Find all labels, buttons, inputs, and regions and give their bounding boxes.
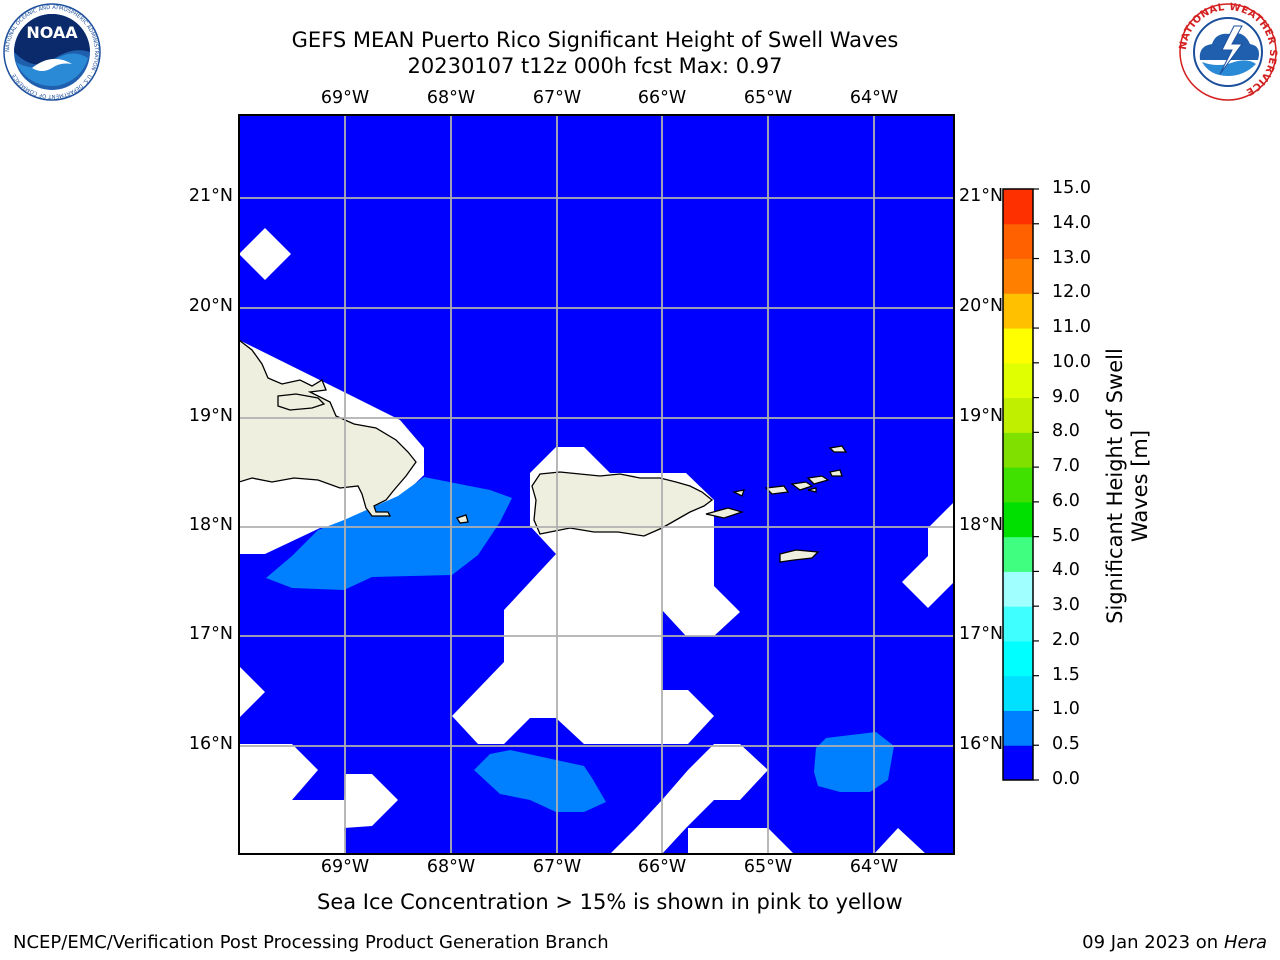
hispaniola-landmass: [239, 339, 417, 517]
colorbar-swatch: [1003, 397, 1033, 433]
st-thomas-island: [764, 485, 790, 495]
no-data-patch: [239, 666, 265, 718]
footer-producer: NCEP/EMC/Verification Post Processing Pr…: [13, 932, 609, 953]
puerto-rico-landmass: [531, 471, 714, 537]
nws-logo: NATIONAL WEATHER SERVICE: [1178, 2, 1278, 101]
colorbar-frame: [1002, 188, 1034, 781]
lat-label-left: 21°N: [188, 186, 233, 206]
lon-label-top: 67°W: [532, 88, 582, 108]
colorbar-swatch: [1003, 606, 1033, 642]
colorbar-tick-label: 4.0: [1052, 560, 1080, 581]
lon-label-bottom: 67°W: [532, 857, 582, 877]
colorbar-swatch: [1003, 710, 1033, 746]
st-john-island: [790, 481, 814, 491]
colorbar-tick-label: 13.0: [1052, 247, 1091, 268]
lon-label-bottom: 68°W: [426, 857, 476, 877]
map-frame: [238, 114, 955, 855]
lon-label-top: 66°W: [637, 88, 687, 108]
colorbar-tick-label: 15.0: [1052, 178, 1091, 198]
colorbar-swatch: [1003, 501, 1033, 538]
lat-label-left: 18°N: [188, 515, 233, 535]
colorbar-tick-label: 2.0: [1052, 629, 1080, 650]
no-data-patch: [239, 744, 398, 854]
colorbar-tick-label: 14.0: [1052, 212, 1091, 233]
colorbar-swatch: [1003, 328, 1033, 364]
colorbar-tick-label: 0.0: [1052, 769, 1080, 789]
lon-label-bottom: 66°W: [637, 857, 687, 877]
colorbar-tick-label: 3.0: [1052, 595, 1080, 616]
svg-text:NOAA: NOAA: [26, 23, 78, 42]
lat-label-right: 16°N: [959, 734, 1004, 754]
lon-label-top: 69°W: [320, 88, 370, 108]
chart-subtitle: 20230107 t12z 000h fcst Max: 0.97: [407, 54, 783, 78]
footer-date-text: 09 Jan 2023 on: [1082, 932, 1224, 953]
no-data-patch: [874, 828, 926, 854]
colorbar-swatch: [1003, 189, 1033, 225]
colorbar-tick-label: 5.0: [1052, 525, 1080, 546]
lat-label-right: 18°N: [959, 515, 1004, 535]
colorbar-label: Significant Height of Swell Waves [m]: [1103, 348, 1152, 624]
small-island: [807, 487, 817, 493]
footer-machine: Hera: [1223, 932, 1267, 953]
anegada-island: [828, 445, 848, 453]
sea-ice-note: Sea Ice Concentration > 15% is shown in …: [317, 890, 903, 914]
vieques-island: [705, 507, 745, 519]
colorbar-tick-label: 1.5: [1052, 664, 1080, 685]
colorbar-swatch: [1003, 640, 1033, 677]
lat-label-left: 16°N: [188, 734, 233, 754]
swell-patch: [474, 750, 606, 812]
colorbar-swatch: [1003, 432, 1033, 468]
lon-label-bottom: 69°W: [320, 857, 370, 877]
no-data-patch: [239, 228, 291, 280]
lat-label-right: 21°N: [959, 186, 1004, 206]
colorbar-tick-label: 0.5: [1052, 734, 1080, 755]
virgin-gorda-island: [829, 469, 843, 477]
lat-label-right: 17°N: [959, 624, 1004, 644]
colorbar: [1003, 189, 1033, 781]
land-masses: [239, 339, 848, 563]
culebra-island: [732, 489, 745, 497]
colorbar-swatch: [1003, 362, 1033, 399]
lat-label-right: 19°N: [959, 406, 1004, 426]
colorbar-swatch: [1003, 571, 1033, 607]
colorbar-tick-label: 11.0: [1052, 317, 1091, 338]
colorbar-tick-label: 9.0: [1052, 386, 1080, 407]
chart-title: GEFS MEAN Puerto Rico Significant Height…: [291, 28, 899, 52]
colorbar-tick-label: 10.0: [1052, 351, 1091, 372]
colorbar-swatch: [1003, 536, 1033, 572]
no-data-patch: [610, 744, 768, 854]
lon-label-top: 65°W: [743, 88, 793, 108]
noaa-logo: NOAA NATIONAL OCEANIC AND ATMOSPHERIC AD…: [3, 3, 101, 101]
lat-label-left: 19°N: [188, 406, 233, 426]
footer-date: 09 Jan 2023 on Hera: [1082, 932, 1267, 953]
lat-label-right: 20°N: [959, 296, 1004, 316]
tortuga-island: [277, 393, 326, 411]
colorbar-tick-label: 12.0: [1052, 282, 1091, 303]
lat-label-left: 17°N: [188, 624, 233, 644]
lat-label-left: 20°N: [188, 296, 233, 316]
colorbar-swatch: [1003, 675, 1033, 711]
colorbar-swatch: [1003, 258, 1033, 294]
swell-patch: [814, 732, 894, 792]
colorbar-swatch: [1003, 293, 1033, 329]
st-croix-island: [779, 549, 820, 563]
colorbar-tick-label: 6.0: [1052, 490, 1080, 511]
lon-label-bottom: 65°W: [743, 857, 793, 877]
tortola-island: [806, 475, 830, 485]
gridlines: [239, 115, 954, 854]
no-data-patch: [902, 502, 954, 608]
colorbar-tick-label: 7.0: [1052, 456, 1080, 477]
lon-label-bottom: 64°W: [849, 857, 899, 877]
colorbar-tick-label: 8.0: [1052, 421, 1080, 442]
lon-label-top: 68°W: [426, 88, 476, 108]
colorbar-swatch: [1003, 467, 1033, 503]
lon-label-top: 64°W: [849, 88, 899, 108]
colorbar-tick-label: 1.0: [1052, 699, 1080, 720]
colorbar-swatch: [1003, 223, 1033, 260]
colorbar-swatch: [1003, 745, 1033, 781]
mona-island: [456, 514, 469, 524]
